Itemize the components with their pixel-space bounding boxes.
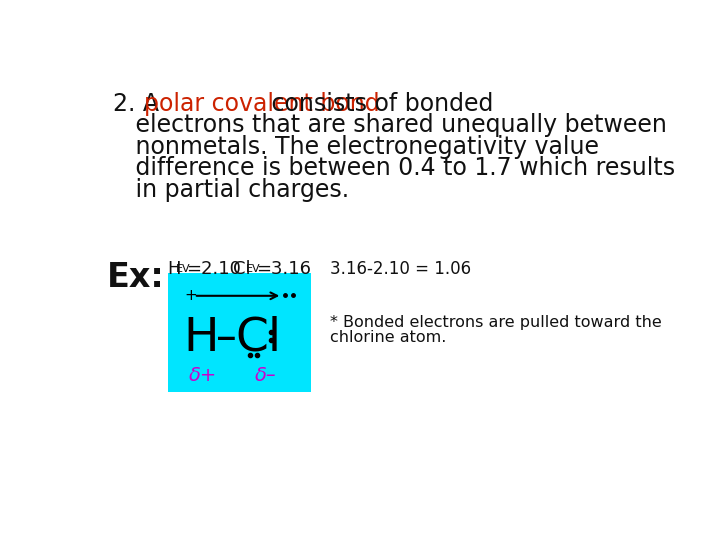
Text: –: –: [215, 317, 236, 359]
Text: EV: EV: [246, 264, 261, 274]
Text: δ+: δ+: [189, 366, 217, 384]
Text: in partial charges.: in partial charges.: [113, 178, 349, 202]
Text: difference is between 0.4 to 1.7 which results: difference is between 0.4 to 1.7 which r…: [113, 157, 675, 180]
Text: * Bonded electrons are pulled toward the: * Bonded electrons are pulled toward the: [330, 315, 662, 330]
Text: nonmetals. The electronegativity value: nonmetals. The electronegativity value: [113, 135, 599, 159]
Text: =3.16: =3.16: [256, 260, 311, 279]
Text: EV: EV: [176, 264, 191, 274]
Text: chlorine atom.: chlorine atom.: [330, 330, 446, 346]
Text: electrons that are shared unequally between: electrons that are shared unequally betw…: [113, 113, 667, 137]
Text: consists of bonded: consists of bonded: [264, 92, 494, 116]
Text: H: H: [183, 316, 218, 361]
Bar: [168, 273, 311, 392]
Text: Cl: Cl: [233, 260, 251, 279]
Text: Cl: Cl: [235, 316, 282, 361]
Text: H: H: [168, 260, 181, 279]
Text: 3.16-2.10 = 1.06: 3.16-2.10 = 1.06: [330, 260, 472, 279]
Text: +: +: [184, 288, 197, 303]
Text: Ex:: Ex:: [107, 261, 165, 294]
Text: =2.10: =2.10: [186, 260, 241, 279]
Text: polar covalent bond: polar covalent bond: [144, 92, 380, 116]
Text: δ–: δ–: [254, 366, 276, 384]
Text: 2. A: 2. A: [113, 92, 167, 116]
